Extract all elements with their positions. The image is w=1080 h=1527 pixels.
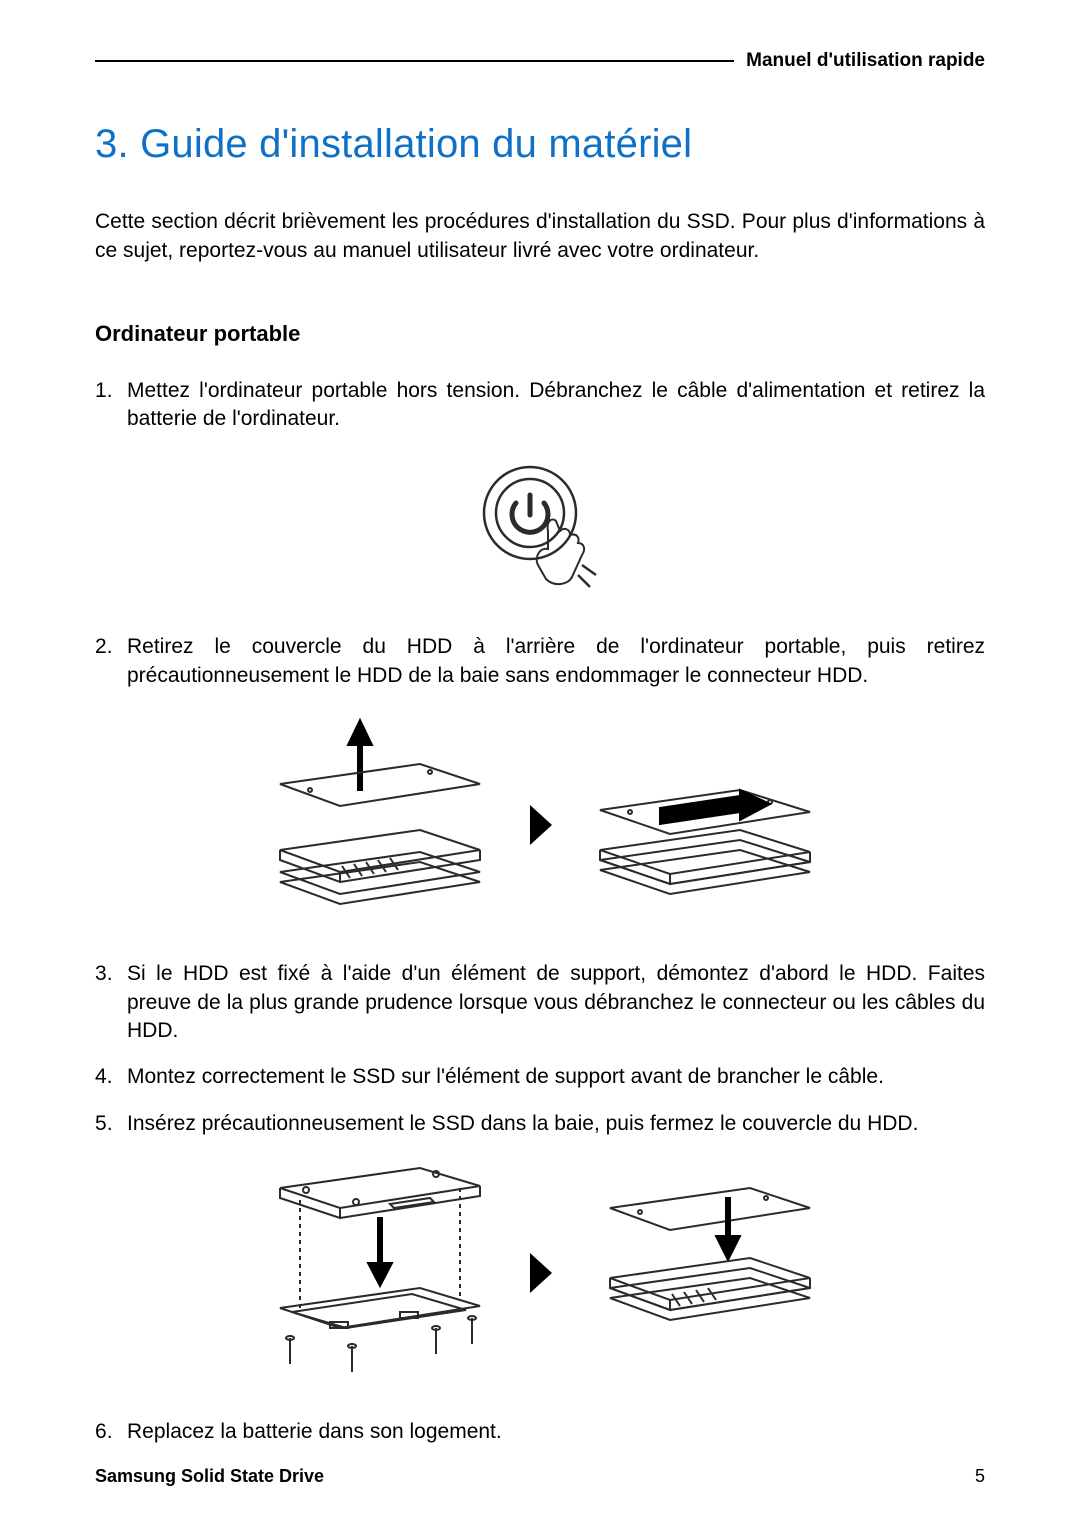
footer-brand: Samsung Solid State Drive [95,1466,324,1487]
subheading: Ordinateur portable [95,321,985,347]
insert-ssd-diagram [230,1158,850,1388]
steps-list-4: Replacez la batterie dans son logement. [95,1418,985,1446]
section-number: 3. [95,122,129,166]
footer-page-number: 5 [975,1466,985,1487]
header-line [95,60,734,62]
step-4: Montez correctement le SSD sur l'élément… [95,1063,985,1091]
figure-insert-ssd [95,1158,985,1388]
section-title-text: Guide d'installation du matériel [140,122,692,166]
power-button-icon [460,453,620,603]
steps-list-2: Retirez le couvercle du HDD à l'arrière … [95,633,985,690]
figure-power-off [95,453,985,603]
section-title: 3. Guide d'installation du matériel [95,122,985,167]
header-label: Manuel d'utilisation rapide [734,50,985,72]
figure-remove-hdd [95,710,985,930]
step-5: Insérez précautionneusement le SSD dans … [95,1110,985,1138]
footer: Samsung Solid State Drive 5 [95,1466,985,1487]
step-1: Mettez l'ordinateur portable hors tensio… [95,377,985,434]
step-6: Replacez la batterie dans son logement. [95,1418,985,1446]
step-3: Si le HDD est fixé à l'aide d'un élément… [95,960,985,1045]
steps-list-3: Si le HDD est fixé à l'aide d'un élément… [95,960,985,1138]
header-rule: Manuel d'utilisation rapide [95,50,985,72]
step-2: Retirez le couvercle du HDD à l'arrière … [95,633,985,690]
intro-paragraph: Cette section décrit brièvement les proc… [95,207,985,266]
page: Manuel d'utilisation rapide 3. Guide d'i… [0,0,1080,1527]
steps-list: Mettez l'ordinateur portable hors tensio… [95,377,985,434]
remove-hdd-diagram [230,710,850,930]
